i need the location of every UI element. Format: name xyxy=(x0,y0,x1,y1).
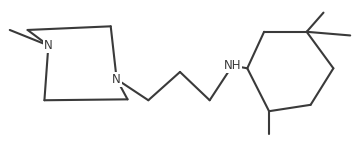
Text: N: N xyxy=(44,39,53,52)
Text: N: N xyxy=(112,73,121,86)
Text: NH: NH xyxy=(224,59,241,72)
